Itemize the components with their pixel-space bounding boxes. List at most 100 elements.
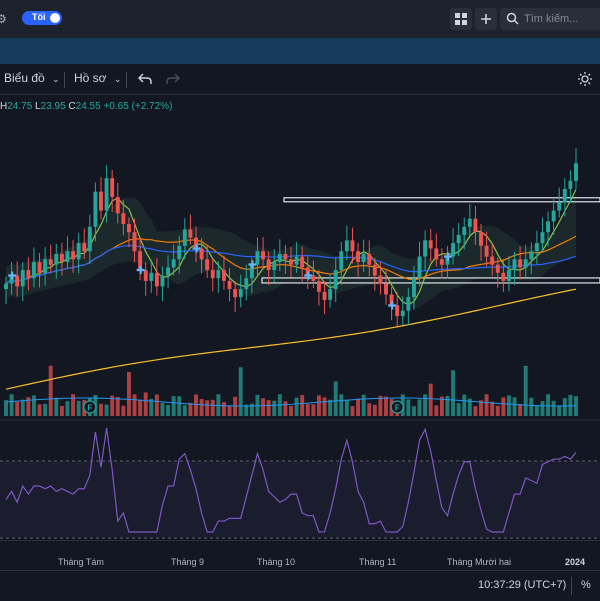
candle-body <box>233 289 238 298</box>
candle-body <box>177 245 182 260</box>
add-button[interactable] <box>475 8 497 30</box>
chevron-down-icon: ⌄ <box>52 74 60 84</box>
volume-bar <box>160 402 165 416</box>
candle-body <box>333 270 338 290</box>
volume-bar <box>154 394 159 416</box>
indicators-label: Biểu đồ <box>4 71 45 85</box>
volume-bar <box>210 399 215 416</box>
candle-body <box>138 251 143 271</box>
candle-body <box>76 243 81 260</box>
candle-body <box>37 262 42 273</box>
candle-body <box>227 280 232 290</box>
buy-signal-icon: ✚ <box>443 251 452 264</box>
candle-body <box>221 270 226 281</box>
x-tick-label: Tháng Mười hai <box>447 557 511 567</box>
volume-bar <box>333 381 338 416</box>
settings-icon[interactable]: ⚙ <box>0 12 7 26</box>
volume-bar <box>149 398 154 416</box>
candle-body <box>484 245 489 257</box>
earnings-marker-label: F <box>395 404 400 413</box>
low-value: 23.95 <box>40 101 66 112</box>
volume-bar <box>194 394 198 416</box>
candle-body <box>534 243 539 252</box>
earnings-marker-icon: F <box>83 400 97 414</box>
volume-bar <box>188 402 193 416</box>
layout-grid-button[interactable] <box>450 8 472 30</box>
candle-body <box>154 272 159 287</box>
candle-body <box>294 256 299 265</box>
support-zone <box>261 277 600 284</box>
volume-bar <box>462 394 467 416</box>
x-tick-label: Tháng 9 <box>171 557 205 567</box>
grid-icon <box>455 13 467 25</box>
price-chart[interactable]: ✚ ✚ ✚ ✚ ✚ ✚ ✚ F F <box>0 94 600 540</box>
volume-bar <box>445 395 450 416</box>
indicators-menu[interactable]: Biểu đồ ⌄ <box>4 71 60 85</box>
volume-bar <box>562 398 567 416</box>
candle-body <box>506 270 511 281</box>
candle-body <box>20 270 25 287</box>
earnings-marker-label: F <box>87 404 92 413</box>
candle-body <box>126 224 131 233</box>
redo-icon[interactable] <box>166 73 180 85</box>
volume-bar <box>439 396 444 416</box>
volume-bar <box>37 404 42 416</box>
volume-bar <box>467 398 472 416</box>
candle-body <box>462 226 467 235</box>
search-icon <box>506 12 519 25</box>
profile-menu[interactable]: Hồ sơ ⌄ <box>74 71 121 85</box>
volume-bar <box>417 399 422 416</box>
candle-body <box>551 210 556 222</box>
x-tick-label: Tháng 11 <box>359 557 397 567</box>
volume-bar <box>238 367 243 416</box>
candle-body <box>400 310 405 317</box>
volume-bar <box>59 405 64 416</box>
volume-bar <box>428 383 433 416</box>
candle-body <box>205 259 210 271</box>
candle-body <box>512 259 517 271</box>
high-value: 24.75 <box>7 101 33 112</box>
candle-body <box>384 283 388 295</box>
candle-body <box>266 259 271 271</box>
candle-body <box>132 232 137 252</box>
resistance-zone <box>283 197 600 203</box>
time-axis[interactable]: Tháng Tám Tháng 9 Tháng 10 Tháng 11 Thán… <box>0 540 600 571</box>
volume-bar <box>322 397 327 416</box>
volume-bar <box>115 397 120 416</box>
candle-body <box>300 256 305 268</box>
candle-body <box>87 226 92 252</box>
chart-toolbar: Biểu đồ ⌄ Hồ sơ ⌄ <box>0 64 600 95</box>
volume-bar <box>423 394 428 416</box>
volume-ma-line <box>5 397 577 407</box>
candle-body <box>244 278 249 290</box>
toolbar-divider <box>64 72 65 88</box>
ohlc-legend: H24.75 L23.95 C24.55 +0.65 (+2.72%) <box>0 101 172 112</box>
percent-toggle[interactable]: % <box>581 579 591 591</box>
undo-icon[interactable] <box>138 73 152 85</box>
volume-bar <box>121 405 126 416</box>
candle-body <box>26 270 31 279</box>
candle-body <box>389 294 394 306</box>
candle-body <box>59 253 64 262</box>
candle-body <box>523 259 528 268</box>
search-input[interactable]: Tìm kiếm... <box>500 8 600 30</box>
chart-settings-icon[interactable] <box>577 71 593 87</box>
candle-body <box>411 278 416 298</box>
candle-body <box>121 213 126 225</box>
candle-body <box>445 256 450 265</box>
theme-toggle[interactable]: Tối <box>22 11 62 25</box>
volume-bar <box>479 400 483 416</box>
rsi-band <box>0 461 600 538</box>
candle-body <box>104 178 109 211</box>
volume-bar <box>484 394 489 416</box>
x-tick-label: Tháng 10 <box>257 557 296 567</box>
candle-body <box>199 248 204 260</box>
buy-signal-icon: ✚ <box>136 264 145 277</box>
toolbar-divider <box>126 72 127 88</box>
volume-bar <box>551 400 556 416</box>
candle-body <box>467 218 472 227</box>
candle-body <box>451 243 456 257</box>
candle-body <box>490 256 495 265</box>
candle-body <box>562 188 567 203</box>
chevron-down-icon: ⌄ <box>113 74 122 84</box>
